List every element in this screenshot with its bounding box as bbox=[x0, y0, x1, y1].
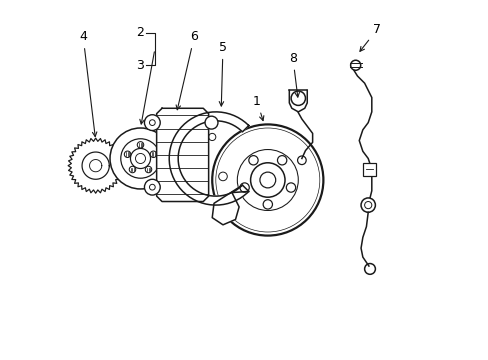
Circle shape bbox=[212, 125, 323, 235]
Polygon shape bbox=[169, 112, 248, 205]
Polygon shape bbox=[68, 138, 123, 193]
Circle shape bbox=[110, 128, 171, 189]
FancyBboxPatch shape bbox=[362, 163, 375, 176]
Text: 7: 7 bbox=[359, 23, 381, 51]
Circle shape bbox=[144, 115, 160, 131]
Text: 2: 2 bbox=[136, 27, 144, 40]
Polygon shape bbox=[156, 108, 208, 202]
Text: 5: 5 bbox=[219, 41, 226, 106]
Circle shape bbox=[240, 183, 249, 192]
Circle shape bbox=[263, 200, 272, 209]
Text: 6: 6 bbox=[176, 30, 198, 110]
Text: 8: 8 bbox=[288, 51, 299, 97]
Text: 4: 4 bbox=[79, 30, 97, 136]
Circle shape bbox=[204, 116, 218, 129]
Circle shape bbox=[286, 183, 295, 192]
Circle shape bbox=[248, 156, 258, 165]
Text: 3: 3 bbox=[136, 59, 144, 72]
Circle shape bbox=[144, 179, 160, 195]
Polygon shape bbox=[212, 185, 248, 225]
Text: 1: 1 bbox=[253, 95, 264, 121]
Circle shape bbox=[360, 198, 375, 212]
Circle shape bbox=[277, 156, 286, 165]
Polygon shape bbox=[289, 90, 306, 112]
